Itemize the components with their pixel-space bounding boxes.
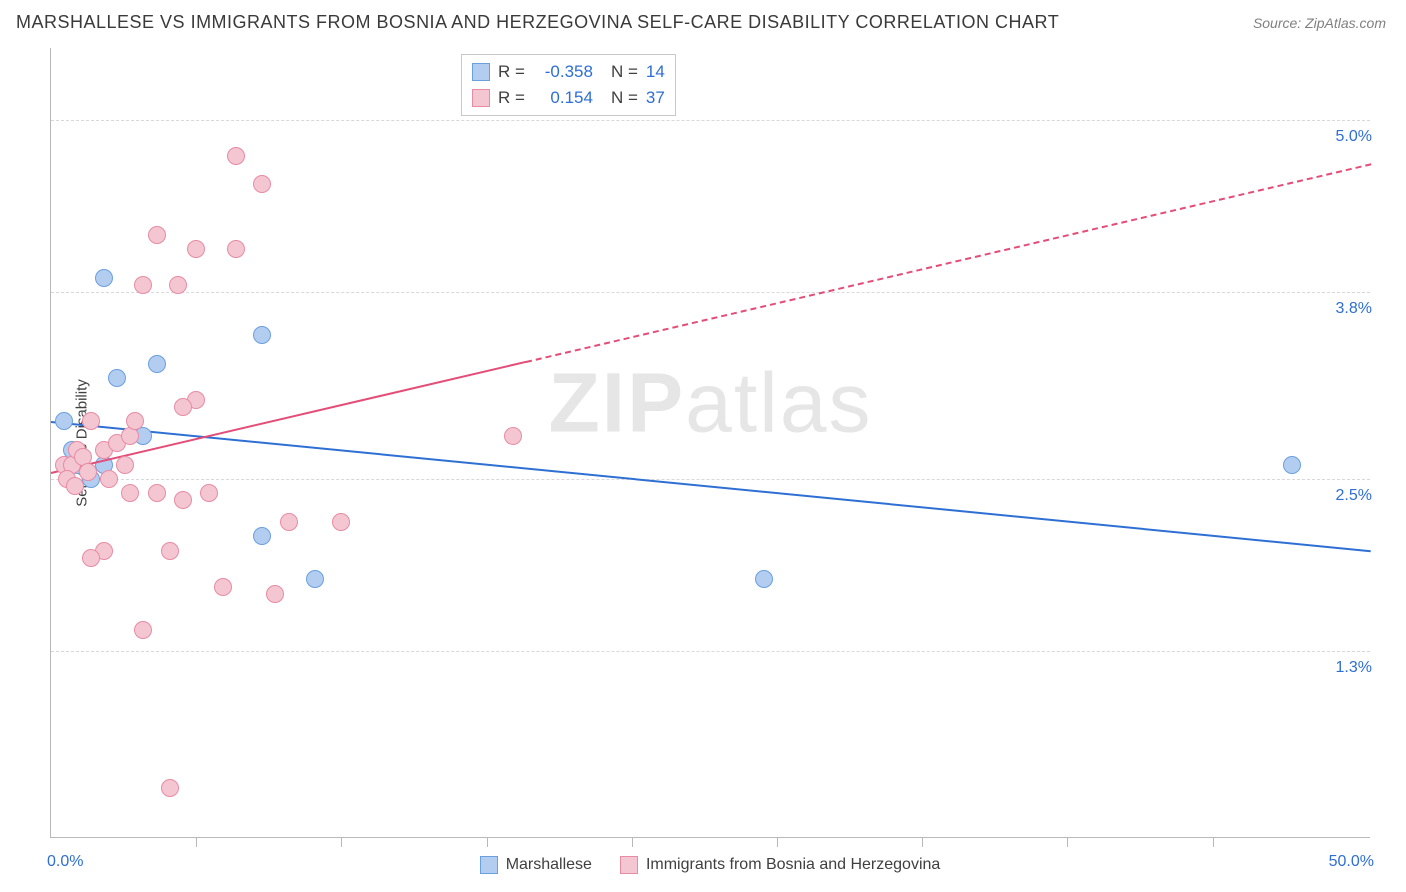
grid-line <box>51 120 1370 121</box>
data-point <box>82 412 100 430</box>
data-point <box>134 276 152 294</box>
legend-swatch <box>472 63 490 81</box>
stats-n-value: 37 <box>646 85 665 111</box>
trend-line <box>51 421 1371 552</box>
x-tick <box>1067 837 1068 847</box>
data-point <box>148 484 166 502</box>
data-point <box>174 398 192 416</box>
data-point <box>66 477 84 495</box>
stats-label: R = <box>498 59 525 85</box>
data-point <box>95 269 113 287</box>
data-point <box>108 369 126 387</box>
data-point <box>253 175 271 193</box>
chart-title: MARSHALLESE VS IMMIGRANTS FROM BOSNIA AN… <box>16 12 1059 33</box>
data-point <box>187 240 205 258</box>
data-point <box>332 513 350 531</box>
chart-header: MARSHALLESE VS IMMIGRANTS FROM BOSNIA AN… <box>0 0 1406 37</box>
y-tick-label: 2.5% <box>1334 487 1374 505</box>
x-tick <box>1213 837 1214 847</box>
chart-source: Source: ZipAtlas.com <box>1253 15 1386 31</box>
x-tick <box>196 837 197 847</box>
data-point <box>504 427 522 445</box>
stats-label: R = <box>498 85 525 111</box>
stats-box: R = -0.358 N = 14 R = 0.154 N = 37 <box>461 54 676 116</box>
grid-line <box>51 292 1370 293</box>
data-point <box>306 570 324 588</box>
data-point <box>227 240 245 258</box>
legend-swatch <box>472 89 490 107</box>
y-tick-label: 3.8% <box>1334 300 1374 318</box>
x-tick <box>341 837 342 847</box>
data-point <box>161 779 179 797</box>
data-point <box>82 549 100 567</box>
data-point <box>266 585 284 603</box>
data-point <box>126 412 144 430</box>
data-point <box>1283 456 1301 474</box>
legend-label: Immigrants from Bosnia and Herzegovina <box>646 856 940 874</box>
trend-line <box>526 163 1371 363</box>
data-point <box>116 456 134 474</box>
x-tick <box>777 837 778 847</box>
data-point <box>134 621 152 639</box>
data-point <box>253 527 271 545</box>
legend-swatch <box>620 856 638 874</box>
grid-line <box>51 651 1370 652</box>
stats-r-value: -0.358 <box>533 59 593 85</box>
x-tick <box>922 837 923 847</box>
watermark: ZIPatlas <box>548 355 872 452</box>
data-point <box>148 355 166 373</box>
stats-n-value: 14 <box>646 59 665 85</box>
stats-row: R = -0.358 N = 14 <box>472 59 665 85</box>
legend-item: Immigrants from Bosnia and Herzegovina <box>620 856 940 874</box>
x-tick <box>632 837 633 847</box>
data-point <box>148 226 166 244</box>
data-point <box>55 412 73 430</box>
y-tick-label: 5.0% <box>1334 128 1374 146</box>
legend-item: Marshallese <box>480 856 592 874</box>
data-point <box>174 491 192 509</box>
data-point <box>214 578 232 596</box>
legend-swatch <box>480 856 498 874</box>
data-point <box>227 147 245 165</box>
stats-row: R = 0.154 N = 37 <box>472 85 665 111</box>
chart-container: Self-Care Disability ZIPatlas 1.3%2.5%3.… <box>50 48 1370 838</box>
grid-line <box>51 479 1370 480</box>
stats-label: N = <box>611 85 638 111</box>
data-point <box>755 570 773 588</box>
data-point <box>200 484 218 502</box>
data-point <box>253 326 271 344</box>
legend-label: Marshallese <box>506 856 592 874</box>
data-point <box>121 484 139 502</box>
data-point <box>161 542 179 560</box>
stats-label: N = <box>611 59 638 85</box>
data-point <box>100 470 118 488</box>
y-tick-label: 1.3% <box>1334 659 1374 677</box>
data-point <box>280 513 298 531</box>
data-point <box>79 463 97 481</box>
data-point <box>169 276 187 294</box>
x-tick <box>487 837 488 847</box>
legend: Marshallese Immigrants from Bosnia and He… <box>50 856 1370 874</box>
stats-r-value: 0.154 <box>533 85 593 111</box>
plot-area: ZIPatlas 1.3%2.5%3.8%5.0%0.0%50.0%R =-0.… <box>50 48 1370 838</box>
